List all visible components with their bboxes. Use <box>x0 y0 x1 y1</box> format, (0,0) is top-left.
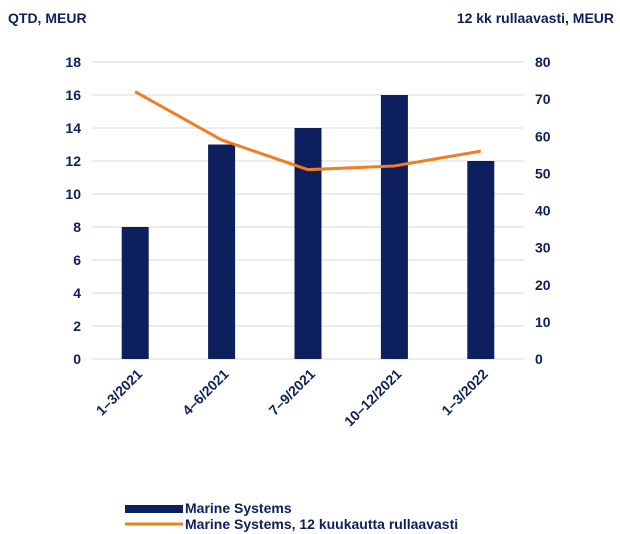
x-tick-label: 1–3/2022 <box>438 366 491 419</box>
right-tick-label: 10 <box>535 314 551 330</box>
bar <box>294 128 322 359</box>
left-tick-label: 12 <box>65 153 81 169</box>
legend-swatch-bar <box>125 505 183 513</box>
bar <box>380 95 408 359</box>
left-axis-title: QTD, MEUR <box>8 10 87 26</box>
left-tick-label: 16 <box>65 87 81 103</box>
bar <box>467 161 495 359</box>
left-tick-label: 2 <box>73 318 81 334</box>
x-tick-label: 7–9/2021 <box>266 366 319 419</box>
x-tick-label: 1–3/2021 <box>93 366 146 419</box>
right-tick-label: 70 <box>535 91 551 107</box>
x-tick-label: 10–12/2021 <box>341 366 405 430</box>
left-tick-label: 18 <box>65 54 81 70</box>
line-series <box>134 90 482 172</box>
right-tick-label: 60 <box>535 128 551 144</box>
left-tick-label: 0 <box>73 351 81 367</box>
right-axis-title: 12 kk rullaavasti, MEUR <box>457 10 614 26</box>
bar <box>208 144 236 359</box>
left-tick-label: 10 <box>65 186 81 202</box>
legend-label: Marine Systems <box>185 500 292 516</box>
right-tick-label: 0 <box>535 351 543 367</box>
right-tick-label: 50 <box>535 165 551 181</box>
right-axis-ticks: 0 10 20 30 40 50 60 70 80 <box>535 54 551 367</box>
left-axis-ticks: 0 2 4 6 8 10 12 14 16 18 <box>65 54 81 367</box>
bar <box>121 227 149 359</box>
bar-series <box>121 95 495 359</box>
right-tick-label: 40 <box>535 203 551 219</box>
left-tick-label: 14 <box>65 120 81 136</box>
x-tick-label: 4–6/2021 <box>179 366 232 419</box>
x-axis-ticks: 1–3/2021 4–6/2021 7–9/2021 10–12/2021 1–3/20… <box>93 366 491 430</box>
right-tick-label: 80 <box>535 54 551 70</box>
left-tick-label: 4 <box>73 285 81 301</box>
right-tick-label: 30 <box>535 240 551 256</box>
left-tick-label: 8 <box>73 219 81 235</box>
right-tick-label: 20 <box>535 277 551 293</box>
legend-label: Marine Systems, 12 kuukautta rullaavasti <box>185 516 458 532</box>
left-tick-label: 6 <box>73 252 81 268</box>
